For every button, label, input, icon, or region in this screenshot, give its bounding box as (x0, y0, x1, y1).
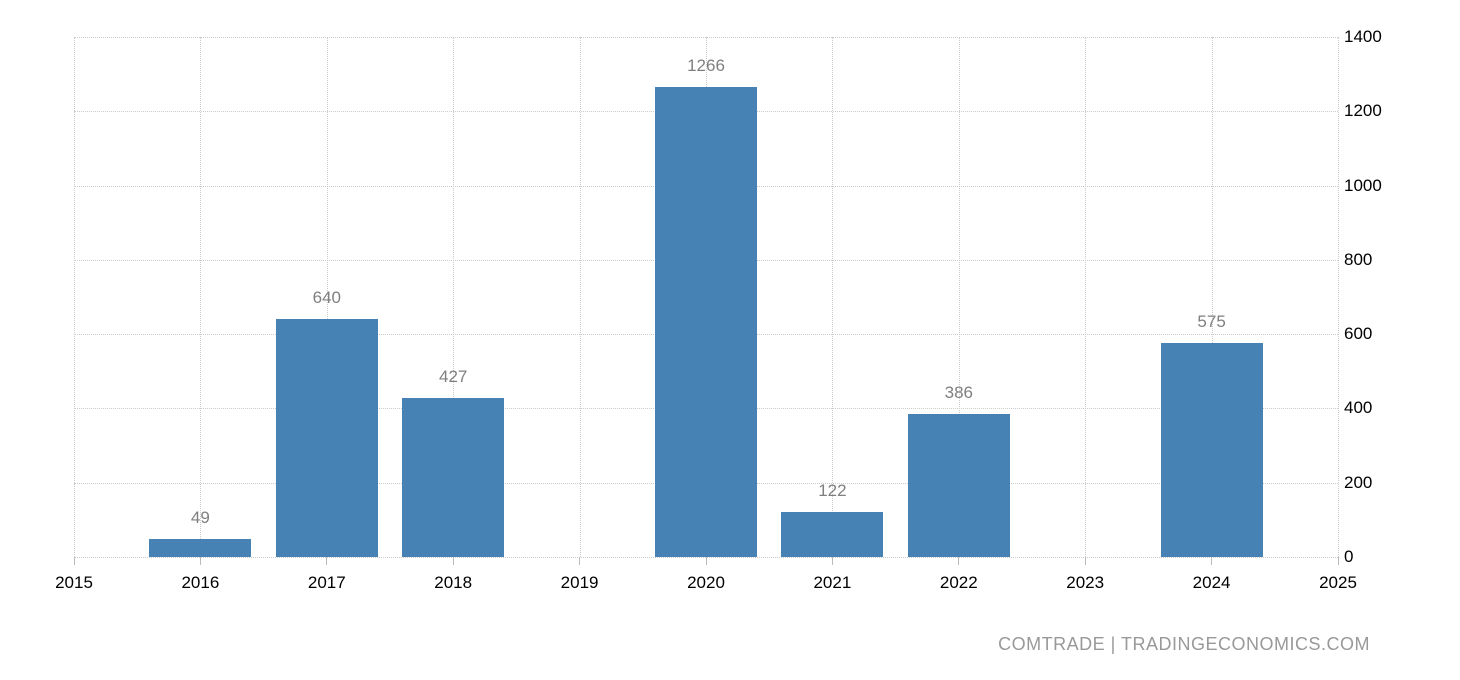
y-axis-tick-label-1000: 1000 (1344, 175, 1382, 195)
gridline-vertical-2023 (1085, 37, 1087, 557)
x-axis-tick-2021 (831, 557, 833, 565)
gridline-vertical-2022 (958, 37, 960, 557)
bar-2016[interactable] (149, 538, 252, 557)
x-axis-tick-label-2023: 2023 (1066, 573, 1105, 592)
x-axis-tick-label-2022: 2022 (939, 573, 978, 592)
bar-value-label-2016: 49 (190, 507, 210, 527)
x-axis-tick-2023 (1084, 557, 1086, 565)
x-axis-tick-2016 (199, 557, 201, 565)
x-axis-tick-2024 (1211, 557, 1213, 565)
x-axis-tick-label-2021: 2021 (813, 573, 852, 592)
bar-2024[interactable] (1160, 343, 1263, 557)
bar-2021[interactable] (781, 511, 884, 557)
gridline-vertical-2016 (200, 37, 202, 557)
gridline-vertical-2024 (1211, 37, 1213, 557)
gridline-vertical-2021 (832, 37, 834, 557)
x-axis-tick-2018 (452, 557, 454, 565)
y-axis-tick-label-800: 800 (1344, 249, 1373, 269)
y-axis-tick-label-200: 200 (1344, 472, 1373, 492)
watermark-link[interactable]: COMTRADE | TRADINGECONOMICS.COM (998, 634, 1370, 654)
x-axis-tick-2015 (73, 557, 75, 565)
x-axis-tick-label-2019: 2019 (560, 573, 599, 592)
bar-2018[interactable] (402, 398, 505, 557)
x-axis-tick-label-2025: 2025 (1319, 573, 1357, 592)
bar-2017[interactable] (275, 319, 378, 557)
bar-value-label-2017: 640 (312, 288, 341, 308)
x-axis-tick-label-2020: 2020 (687, 573, 725, 592)
y-axis-tick-label-400: 400 (1344, 398, 1373, 418)
gridline-vertical-2019 (579, 37, 581, 557)
x-axis-tick-2019 (579, 557, 581, 565)
bar-chart-plot-area: 2015 2016 2017 2018 2019 2020 2021 2022 2023 2024… (55, 37, 1357, 592)
gridline-vertical-2017 (326, 37, 328, 557)
x-axis-tick-label-2024: 2024 (1192, 573, 1231, 592)
x-axis-tick-2025 (1337, 557, 1339, 565)
bar-value-label-2018: 427 (439, 367, 468, 387)
x-axis-tick-label-2017: 2017 (307, 573, 346, 592)
x-axis-tick-2022 (958, 557, 960, 565)
y-axis-tick-label-600: 600 (1344, 324, 1373, 344)
x-axis-tick-label-2018: 2018 (434, 573, 473, 592)
bar-value-label-2021: 122 (818, 480, 847, 500)
bar-value-label-2020: 1266 (687, 55, 725, 75)
gridline-vertical-2025 (1338, 37, 1339, 557)
bar-2022[interactable] (907, 413, 1010, 557)
x-axis-tick-2017 (326, 557, 328, 565)
x-axis-tick-2020 (705, 557, 707, 565)
gridline-vertical-2018 (453, 37, 455, 557)
bar-2020[interactable] (655, 86, 757, 557)
y-axis-tick-label-0: 0 (1344, 547, 1354, 566)
gridline-vertical-2015 (74, 37, 75, 557)
y-axis-tick-label-1400: 1400 (1344, 27, 1382, 46)
bar-value-label-2022: 386 (944, 382, 973, 402)
y-axis-tick-label-1200: 1200 (1344, 101, 1382, 121)
bar-value-label-2024: 575 (1197, 312, 1226, 332)
x-axis-tick-label-2015: 2015 (55, 573, 93, 592)
x-axis-tick-label-2016: 2016 (181, 573, 220, 592)
